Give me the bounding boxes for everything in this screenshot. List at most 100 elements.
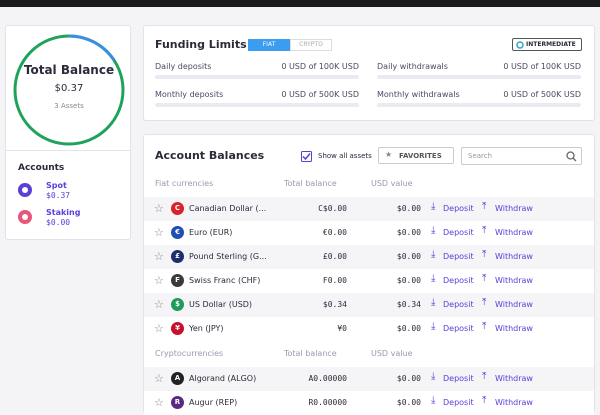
withdraw-link[interactable]: Withdraw: [495, 398, 533, 407]
withdraw-link[interactable]: Withdraw: [495, 228, 533, 237]
favorite-star[interactable]: ☆: [154, 202, 164, 215]
limit-value: 0 USD of 100K USD: [281, 62, 359, 71]
withdraw-icon: ⤒: [482, 273, 487, 284]
usd-value: $0.00: [396, 324, 421, 333]
currency-name: Euro (EUR): [189, 228, 233, 237]
withdraw-link[interactable]: Withdraw: [495, 276, 533, 285]
deposit-icon: ⤓: [431, 273, 436, 284]
asset-count: 3 Assets: [54, 102, 84, 110]
favorite-star[interactable]: ☆: [154, 372, 164, 385]
deposit-icon: ⤓: [431, 201, 436, 212]
limit-value: 0 USD of 500K USD: [503, 90, 581, 99]
withdraw-link[interactable]: Withdraw: [495, 324, 533, 333]
deposit-icon: ⤓: [431, 321, 436, 332]
balance-ring: [13, 34, 125, 146]
deposit-link[interactable]: Deposit: [443, 276, 474, 285]
limit-bar: [377, 103, 581, 107]
account-icon-inner: [22, 187, 28, 193]
accounts-title: Accounts: [18, 163, 65, 173]
favorite-star[interactable]: ☆: [154, 274, 164, 287]
deposit-link[interactable]: Deposit: [443, 204, 474, 213]
deposit-icon: ⤓: [431, 395, 436, 406]
section-title: Cryptocurrencies: [155, 349, 224, 358]
currency-name: US Dollar (USD): [189, 300, 253, 309]
limit-bar: [377, 75, 581, 79]
currency-icon: $: [171, 298, 184, 311]
currency-icon: R: [171, 396, 184, 409]
deposit-link[interactable]: Deposit: [443, 374, 474, 383]
withdraw-link[interactable]: Withdraw: [495, 374, 533, 383]
balance-row: ☆ C Canadian Dollar (... C$0.00 $0.00 ⤓ Deposi…: [144, 197, 594, 221]
deposit-link[interactable]: Deposit: [443, 398, 474, 407]
favorite-star[interactable]: ☆: [154, 322, 164, 335]
usd-value: $0.00: [396, 398, 421, 407]
limit-bar: [155, 75, 359, 79]
withdraw-icon: ⤒: [482, 297, 487, 308]
limit-value: 0 USD of 100K USD: [503, 62, 581, 71]
funding-title: Funding Limits: [155, 38, 247, 51]
deposit-link[interactable]: Deposit: [443, 300, 474, 309]
search-input[interactable]: Search: [461, 147, 582, 165]
balance-row: ☆ ¥ Yen (JPY) ¥0 $0.00 ⤓ Deposit ⤒ Withdraw: [144, 317, 594, 341]
deposit-icon: ⤓: [431, 225, 436, 236]
favorites-text: FAVORITES: [399, 152, 442, 160]
section-title: Fiat currencies: [155, 179, 214, 188]
currency-name: Augur (REP): [189, 398, 238, 407]
deposit-link[interactable]: Deposit: [443, 228, 474, 237]
account-amount: $0.00: [46, 218, 71, 227]
show-all-label: Show all assets: [318, 152, 372, 160]
search-placeholder: Search: [468, 152, 493, 160]
favorite-star[interactable]: ☆: [154, 396, 164, 409]
usd-value: $0.00: [396, 204, 421, 213]
favorite-star[interactable]: ☆: [154, 250, 164, 263]
limit-value: 0 USD of 500K USD: [281, 90, 359, 99]
withdraw-icon: ⤒: [482, 395, 487, 406]
favorite-star[interactable]: ☆: [154, 298, 164, 311]
column-header: Total balance: [284, 179, 337, 188]
funding-card: Funding Limits FIAT CRYPTO INTERMEDIATE …: [143, 25, 595, 121]
withdraw-icon: ⤒: [482, 371, 487, 382]
balance-row: ☆ R Augur (REP) R0.00000 $0.00 ⤓ Deposit ⤒ Withd…: [144, 391, 594, 415]
balance: R0.00000: [308, 398, 347, 407]
currency-icon: C: [171, 202, 184, 215]
account-name[interactable]: Staking: [46, 208, 81, 217]
usd-value: $0.34: [396, 300, 421, 309]
withdraw-link[interactable]: Withdraw: [495, 204, 533, 213]
currency-name: Pound Sterling (G...: [189, 252, 267, 261]
currency-name: Canadian Dollar (...: [189, 204, 267, 213]
withdraw-link[interactable]: Withdraw: [495, 252, 533, 261]
account-name[interactable]: Spot: [46, 181, 67, 190]
deposit-link[interactable]: Deposit: [443, 324, 474, 333]
usd-value: $0.00: [396, 276, 421, 285]
balance: ¥0: [337, 324, 347, 333]
deposit-link[interactable]: Deposit: [443, 252, 474, 261]
usd-value: $0.00: [396, 252, 421, 261]
badge: INTERMEDIATE: [512, 38, 582, 51]
currency-icon: ¥: [171, 322, 184, 335]
tab-crypto[interactable]: CRYPTO: [290, 39, 332, 51]
favorite-star[interactable]: ☆: [154, 226, 164, 239]
balances-card: Account Balances Show all assets ★ FAVOR…: [143, 134, 595, 415]
limit-label: Monthly deposits: [155, 90, 224, 99]
total-balance-title: Total Balance: [23, 63, 115, 77]
balance: £0.00: [322, 252, 347, 261]
balance-row: ☆ £ Pound Sterling (G... £0.00 $0.00 ⤓ Deposit…: [144, 245, 594, 269]
account-amount: $0.37: [46, 191, 71, 200]
withdraw-link[interactable]: Withdraw: [495, 300, 533, 309]
limit-bar: [155, 103, 359, 107]
total-balance-amount: $0.37: [54, 83, 84, 94]
column-header: USD value: [371, 179, 413, 188]
tab-fiat[interactable]: FIAT: [248, 39, 290, 51]
deposit-icon: ⤓: [431, 249, 436, 260]
withdraw-icon: ⤒: [482, 201, 487, 212]
column-header: USD value: [371, 349, 413, 358]
usd-value: $0.00: [396, 374, 421, 383]
limit-label: Daily deposits: [155, 62, 212, 71]
currency-icon: €: [171, 226, 184, 239]
balance-row: ☆ € Euro (EUR) €0.00 $0.00 ⤓ Deposit ⤒ Withdraw: [144, 221, 594, 245]
favorites-button[interactable]: ★ FAVORITES: [378, 147, 454, 164]
show-all-checkbox[interactable]: [301, 151, 312, 162]
balance: A0.00000: [308, 374, 347, 383]
currency-name: Yen (JPY): [189, 324, 224, 333]
